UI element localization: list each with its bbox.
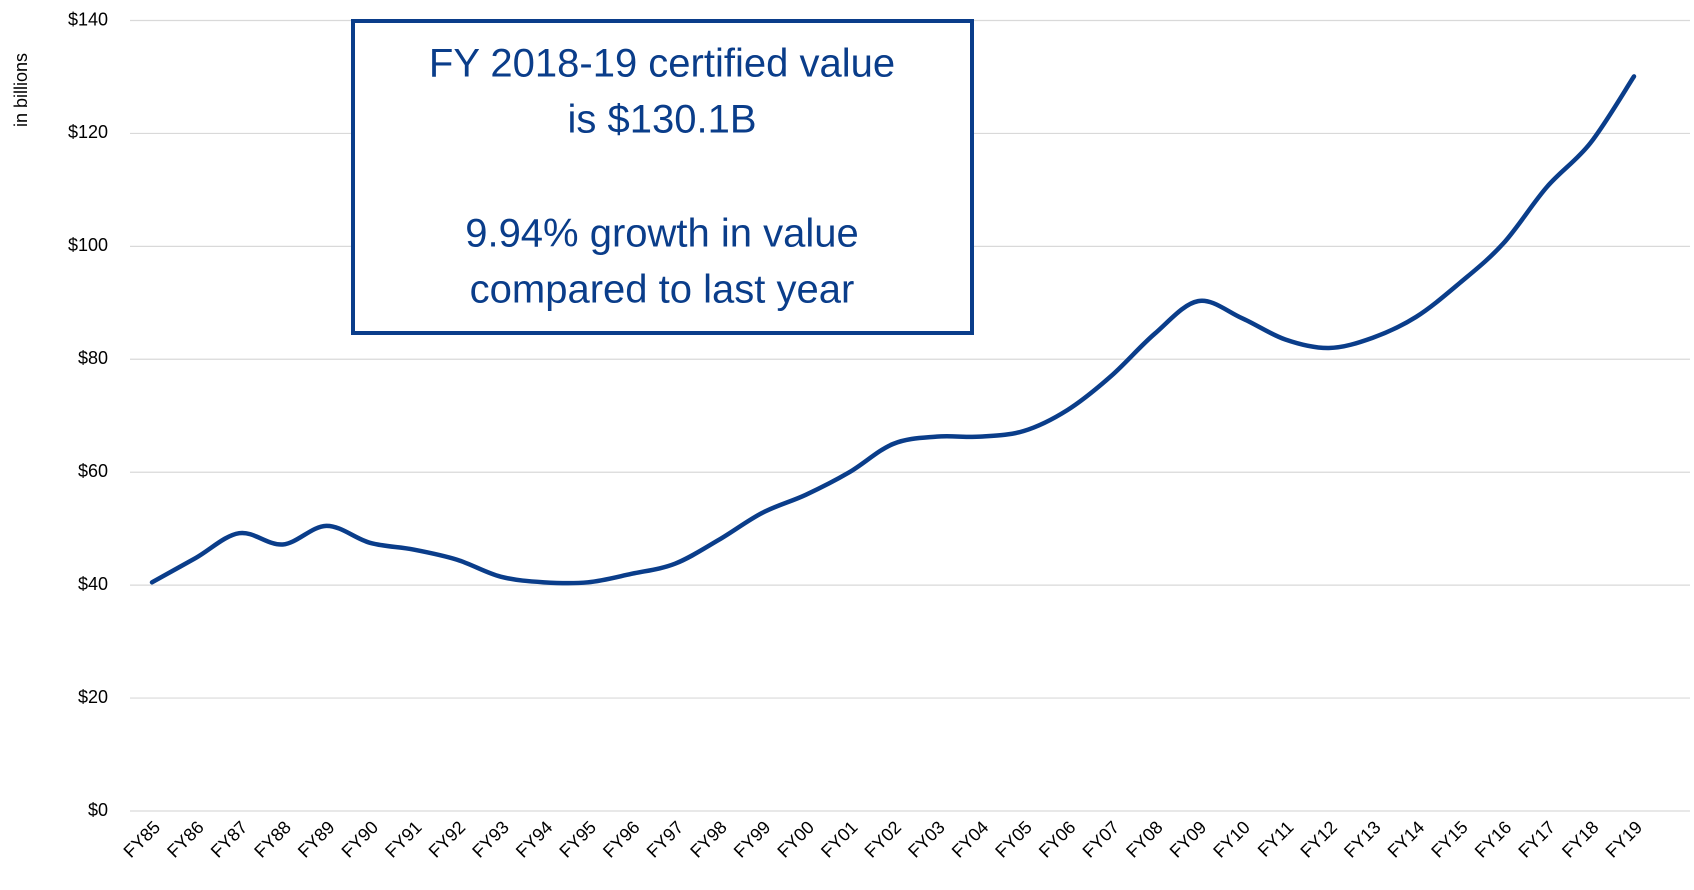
x-tick-label: FY16 [1471,817,1516,862]
x-tick-label: FY97 [643,817,688,862]
y-tick-label: $140 [68,9,108,29]
x-tick-label: FY02 [861,817,906,862]
x-tick-label: FY85 [120,817,165,862]
x-tick-label: FY94 [512,817,557,862]
x-tick-label: FY08 [1122,817,1167,862]
annotation-box [351,19,974,335]
x-tick-label: FY87 [207,817,252,862]
y-tick-label: $60 [78,461,108,481]
x-tick-label: FY11 [1254,817,1298,861]
x-tick-label: FY19 [1602,817,1647,862]
x-tick-label: FY15 [1427,817,1472,862]
annotation-line: 9.94% growth in value [465,212,859,256]
y-axis-label: in billions [11,53,31,127]
x-tick-label: FY06 [1035,817,1080,862]
x-tick-label: FY95 [555,817,600,862]
x-tick-label: FY07 [1079,817,1124,862]
x-tick-label: FY17 [1514,817,1559,862]
x-tick-label: FY91 [381,817,426,862]
x-tick-label: FY98 [686,817,731,862]
annotation-line: FY 2018-19 certified value [429,42,895,86]
y-tick-label: $100 [68,235,108,255]
x-tick-label: FY03 [904,817,949,862]
x-tick-label: FY89 [294,817,339,862]
x-tick-label: FY90 [338,817,383,862]
x-tick-label: FY04 [948,817,993,862]
x-tick-label: FY93 [468,817,513,862]
y-tick-label: $40 [78,574,108,594]
x-tick-label: FY18 [1558,817,1603,862]
x-tick-label: FY10 [1209,817,1254,862]
x-tick-label: FY99 [730,817,775,862]
x-tick-label: FY01 [817,817,862,862]
x-tick-label: FY05 [991,817,1036,862]
x-tick-label: FY96 [599,817,644,862]
x-tick-label: FY00 [773,817,818,862]
x-tick-label: FY86 [163,817,208,862]
y-tick-label: $120 [68,122,108,142]
x-tick-label: FY13 [1340,817,1385,862]
x-tick-label: FY14 [1384,817,1429,862]
x-tick-label: FY12 [1296,817,1341,862]
annotation-line: compared to last year [470,268,855,312]
x-tick-label: FY09 [1166,817,1211,862]
x-tick-label: FY88 [250,817,295,862]
y-tick-label: $80 [78,348,108,368]
data-line [149,74,1637,586]
y-tick-label: $20 [78,687,108,707]
y-tick-label: $0 [88,800,108,820]
x-tick-label: FY92 [425,817,470,862]
annotation-line: is $130.1B [567,98,756,142]
